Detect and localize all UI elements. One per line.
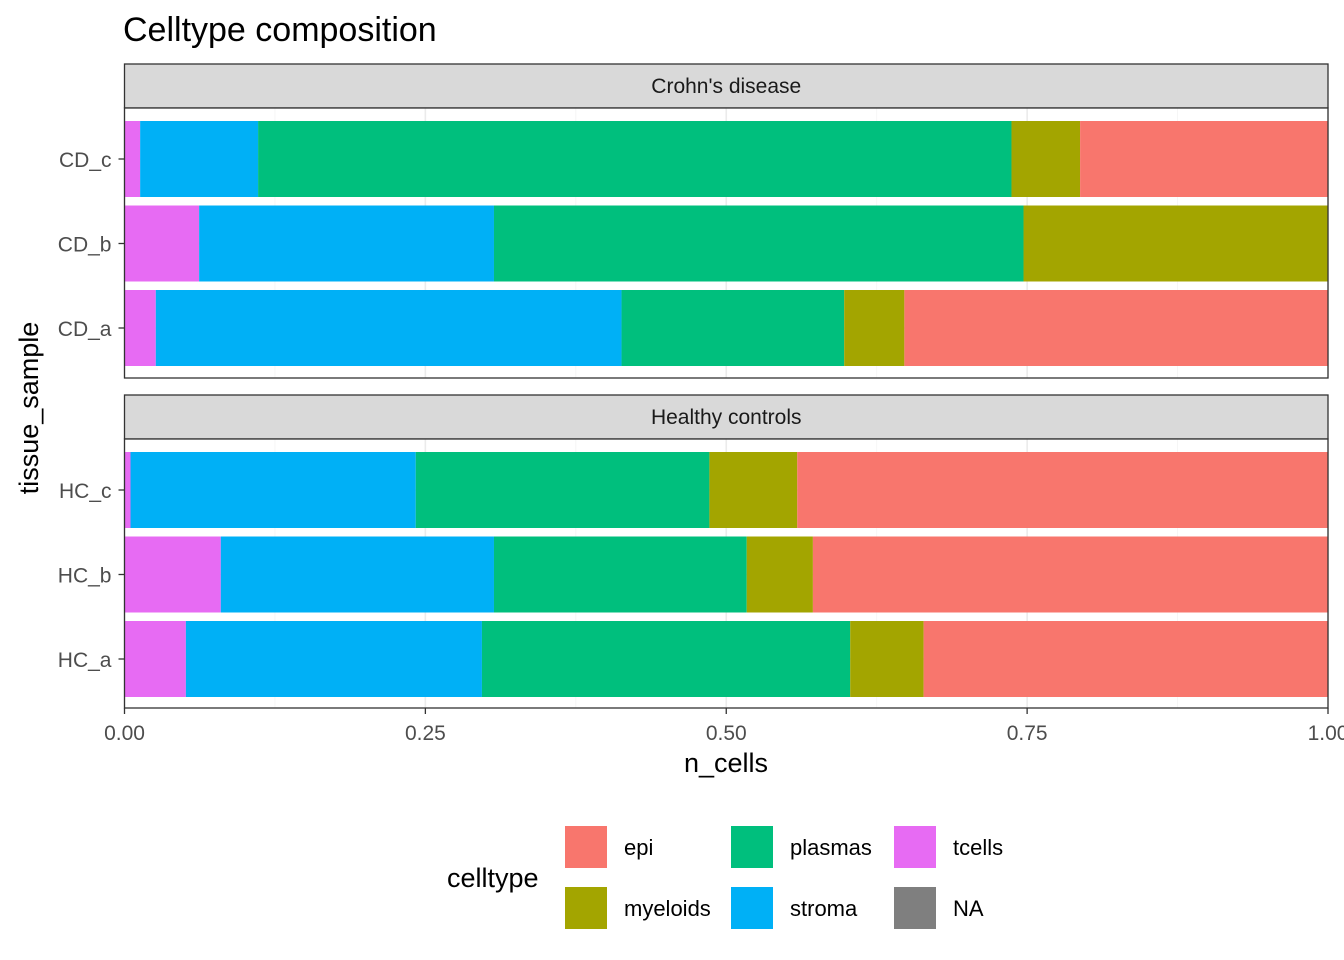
facet-strip-label: Crohn's disease — [651, 75, 801, 98]
bar-segment-CD_a-stroma — [155, 290, 622, 366]
legend-label: plasmas — [790, 835, 872, 860]
legend-label: stroma — [790, 896, 858, 921]
legend-key-stroma — [731, 887, 773, 929]
bar-segment-CD_c-myeloids — [1011, 121, 1081, 197]
y-axis-label: tissue_sample — [14, 322, 44, 495]
legend-key-plasmas — [731, 826, 773, 868]
y-tick-label: CD_b — [58, 234, 112, 257]
bar-segment-HC_b-tcells — [124, 536, 221, 613]
legend-label: myeloids — [624, 896, 711, 921]
x-tick-label: 0.00 — [104, 722, 145, 745]
bar-segment-HC_a-tcells — [124, 621, 186, 697]
bar-segment-CD_c-tcells — [124, 121, 141, 197]
bar-segment-HC_c-tcells — [124, 452, 131, 528]
legend: celltype epi myeloids plasmas stroma tcells NA — [447, 826, 1003, 929]
facet-strip-label: Healthy controls — [651, 406, 802, 429]
y-tick-label: HC_c — [59, 480, 112, 503]
bar-segment-HC_c-plasmas — [415, 452, 710, 528]
facet-strip — [123, 63, 1329, 109]
legend-label: epi — [624, 835, 653, 860]
bar-segment-CD_b-stroma — [199, 205, 494, 282]
facet-strip — [123, 394, 1329, 440]
bar-segment-CD_b-myeloids — [1023, 205, 1328, 282]
bar-segment-CD_a-epi — [904, 290, 1328, 366]
bar-segment-HC_a-myeloids — [850, 621, 924, 697]
panel-border — [123, 107, 1329, 379]
bar-segment-CD_c-stroma — [140, 121, 259, 197]
bar-segment-HC_b-stroma — [220, 536, 494, 613]
x-tick-label: 0.75 — [1007, 722, 1048, 745]
bar-segment-HC_a-epi — [923, 621, 1328, 697]
bar-segment-CD_a-myeloids — [844, 290, 905, 366]
facet-panel: Healthy controls HC_c HC_b HC_a — [58, 394, 1329, 709]
bar-segment-CD_c-plasmas — [258, 121, 1012, 197]
bar-segment-CD_a-plasmas — [621, 290, 845, 366]
legend-key-NA — [894, 887, 936, 929]
x-tick-label: 0.50 — [706, 722, 747, 745]
legend-label: NA — [953, 896, 984, 921]
bar-segment-HC_b-epi — [812, 536, 1328, 613]
y-tick-label: CD_c — [59, 149, 112, 172]
bar-segment-HC_b-myeloids — [746, 536, 813, 613]
bar-segment-HC_c-myeloids — [709, 452, 798, 528]
bar-segment-CD_a-tcells — [124, 290, 156, 366]
x-axis: 0.00 0.25 0.50 0.75 1.00 — [104, 708, 1344, 745]
bar-segment-HC_a-stroma — [185, 621, 482, 697]
y-tick-label: HC_a — [58, 649, 112, 672]
x-axis-label: n_cells — [684, 748, 768, 778]
y-tick-label: HC_b — [58, 565, 112, 588]
x-tick-label: 1.00 — [1308, 722, 1344, 745]
bar-segment-HC_b-plasmas — [493, 536, 747, 613]
bar-segment-HC_c-stroma — [130, 452, 416, 528]
legend-key-tcells — [894, 826, 936, 868]
x-tick-label: 0.25 — [405, 722, 446, 745]
bar-segment-CD_b-tcells — [124, 205, 200, 282]
legend-key-epi — [565, 826, 607, 868]
chart-title: Celltype composition — [123, 11, 437, 49]
facet-panel: Crohn's disease CD_c CD_b CD_a — [58, 63, 1329, 379]
bar-segment-CD_c-epi — [1080, 121, 1328, 197]
legend-label: tcells — [953, 835, 1003, 860]
bar-segment-CD_b-plasmas — [493, 205, 1024, 282]
legend-key-myeloids — [565, 887, 607, 929]
y-tick-label: CD_a — [58, 318, 112, 341]
facet-panels: Crohn's disease CD_c CD_b CD_a Healthy contr… — [58, 63, 1329, 709]
legend-title: celltype — [447, 863, 539, 893]
bar-segment-HC_a-plasmas — [481, 621, 851, 697]
bar-segment-HC_c-epi — [797, 452, 1328, 528]
